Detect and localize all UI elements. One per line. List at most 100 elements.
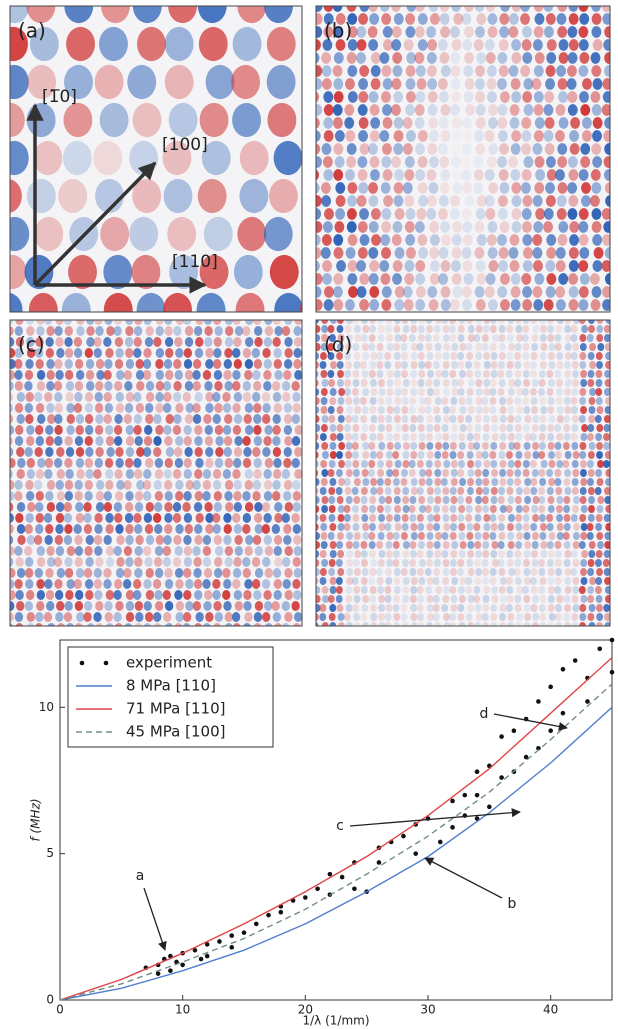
wave-blob <box>114 381 122 391</box>
wave-blob <box>395 460 402 468</box>
wave-blob <box>443 361 450 369</box>
wave-blob <box>347 221 357 233</box>
wave-blob <box>244 579 252 589</box>
wave-blob <box>522 52 532 64</box>
wave-blob <box>46 348 54 358</box>
wave-blob <box>0 65 29 99</box>
wave-blob <box>27 469 35 479</box>
wave-blob <box>378 532 385 540</box>
wave-blob <box>458 586 465 594</box>
wave-blob <box>253 425 261 435</box>
wave-blob <box>516 487 523 495</box>
wave-blob <box>410 523 417 531</box>
wave-blob <box>65 348 73 358</box>
wave-blob <box>573 523 580 531</box>
wave-blob <box>514 361 521 369</box>
wave-blob <box>524 496 531 504</box>
wave-blob <box>546 247 556 259</box>
wave-blob <box>156 370 164 380</box>
wave-blob <box>570 143 580 155</box>
wave-blob <box>467 541 474 549</box>
wave-blob <box>311 487 318 495</box>
wave-blob <box>490 325 497 333</box>
wave-blob <box>74 337 82 347</box>
wave-blob <box>488 260 498 272</box>
wave-blob <box>500 415 507 423</box>
wave-blob <box>333 117 343 129</box>
wave-blob <box>579 352 586 360</box>
wave-blob <box>361 334 368 342</box>
wave-blob <box>515 604 522 612</box>
wave-blob <box>386 469 393 477</box>
wave-blob <box>509 234 519 246</box>
wave-blob <box>612 523 618 531</box>
wave-blob <box>433 406 440 414</box>
wave-blob <box>394 388 401 396</box>
wave-blob <box>579 299 589 311</box>
data-point <box>475 793 480 798</box>
wave-blob <box>344 478 351 486</box>
wave-blob <box>320 568 327 576</box>
wave-blob <box>571 568 578 576</box>
wave-blob <box>581 505 588 513</box>
wave-blob <box>145 458 153 468</box>
wave-blob <box>532 541 539 549</box>
wave-blob <box>591 65 601 77</box>
wave-blob <box>427 39 437 51</box>
wave-blob <box>411 379 418 387</box>
wave-blob <box>595 577 602 585</box>
wave-blob <box>293 502 301 512</box>
wave-blob <box>274 623 282 633</box>
wave-blob <box>458 325 465 333</box>
wave-blob <box>402 460 409 468</box>
wave-blob <box>443 325 450 333</box>
wave-blob <box>348 260 358 272</box>
wave-blob <box>417 415 424 423</box>
wave-blob <box>587 424 594 432</box>
wave-blob <box>328 379 335 387</box>
wave-blob <box>125 557 133 567</box>
wave-blob <box>183 535 191 545</box>
wave-blob <box>114 502 122 512</box>
wave-blob <box>426 460 433 468</box>
wave-blob <box>579 541 586 549</box>
wave-blob <box>429 247 439 259</box>
wave-blob <box>416 91 426 103</box>
wave-blob <box>165 623 173 633</box>
wave-blob <box>383 26 393 38</box>
wave-blob <box>540 361 547 369</box>
wave-blob <box>200 103 229 137</box>
wave-blob <box>84 491 92 501</box>
wave-blob <box>556 352 563 360</box>
wave-blob <box>134 469 142 479</box>
wave-blob <box>234 535 242 545</box>
wave-blob <box>473 523 480 531</box>
wave-blob <box>564 388 571 396</box>
wave-blob <box>127 65 156 99</box>
wave-blob <box>262 524 270 534</box>
wave-blob <box>440 104 450 116</box>
wave-blob <box>443 343 450 351</box>
wave-blob <box>263 590 271 600</box>
wave-blob <box>115 359 123 369</box>
wave-blob <box>136 403 144 413</box>
wave-blob <box>105 403 113 413</box>
wave-blob <box>106 447 114 457</box>
wave-blob <box>383 78 393 90</box>
wave-blob <box>274 403 282 413</box>
wave-blob <box>466 370 473 378</box>
wave-blob <box>173 326 181 336</box>
wave-blob <box>588 559 595 567</box>
wave-blob <box>214 491 222 501</box>
wave-blob <box>274 513 282 523</box>
wave-blob <box>613 451 618 459</box>
wave-blob <box>329 514 336 522</box>
wave-blob <box>337 532 344 540</box>
wave-blob <box>590 91 600 103</box>
wave-blob <box>605 586 612 594</box>
wave-blob <box>401 361 408 369</box>
wave-blob <box>540 577 547 585</box>
wave-blob <box>439 156 449 168</box>
wave-blob <box>491 415 498 423</box>
wave-blob <box>486 52 496 64</box>
